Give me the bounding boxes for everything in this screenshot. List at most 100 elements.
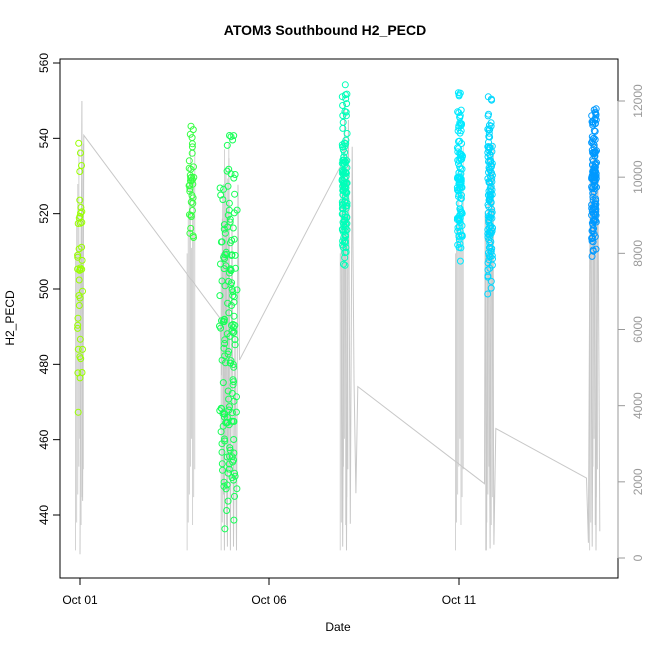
data-point — [74, 324, 82, 332]
data-point — [588, 252, 596, 260]
y-tick-label: 540 — [37, 128, 51, 148]
data-point — [484, 209, 492, 217]
data-point — [590, 141, 598, 149]
data-point — [78, 243, 86, 251]
data-point — [588, 112, 596, 120]
data-point — [343, 199, 351, 207]
x-tick-label: Oct 06 — [251, 593, 287, 607]
data-point — [74, 251, 82, 259]
data-point — [589, 193, 597, 201]
data-point — [485, 121, 493, 129]
data-point — [76, 353, 84, 361]
data-point — [231, 336, 239, 343]
data-point — [458, 152, 466, 160]
data-point — [340, 260, 347, 268]
data-point — [233, 286, 241, 294]
data-point — [484, 290, 492, 298]
data-point — [225, 348, 233, 355]
data-point — [486, 227, 494, 235]
data-point — [338, 210, 346, 218]
data-point — [588, 133, 596, 141]
data-point — [589, 149, 597, 157]
data-point — [217, 324, 225, 332]
data-point — [341, 261, 349, 269]
data-point — [232, 408, 240, 416]
x-tick-label: Oct 11 — [442, 593, 477, 607]
data-point — [342, 196, 350, 204]
data-point — [230, 328, 238, 336]
chart-title: ATOM3 Southbound H2_PECD — [224, 22, 426, 38]
data-point — [454, 127, 462, 135]
data-point — [223, 419, 231, 427]
data-point — [74, 345, 82, 353]
data-point — [343, 90, 351, 98]
data-point — [222, 485, 230, 493]
data-point — [342, 248, 350, 256]
data-point — [189, 126, 197, 134]
data-point — [225, 206, 233, 214]
data-point — [225, 199, 233, 207]
data-point — [187, 211, 195, 219]
data-point — [76, 196, 84, 204]
data-point — [231, 492, 238, 500]
data-point — [217, 428, 225, 436]
data-point — [189, 194, 197, 202]
data-point — [588, 237, 596, 245]
data-point — [230, 174, 238, 182]
data-point — [75, 139, 83, 147]
data-point — [78, 208, 86, 216]
data-point — [233, 485, 241, 493]
data-point — [230, 312, 238, 320]
data-point — [457, 210, 465, 218]
data-point — [342, 169, 350, 176]
data-point — [221, 336, 229, 344]
y-axis-label: H2_PECD — [3, 290, 17, 346]
y-tick-label: 480 — [37, 354, 51, 374]
data-point — [341, 238, 348, 246]
data-point — [218, 460, 226, 468]
data-point — [79, 345, 86, 353]
data-point — [223, 413, 231, 421]
data-point — [74, 314, 82, 322]
data-point — [589, 161, 596, 169]
y2-tick-label: 2000 — [631, 468, 645, 495]
data-point — [342, 95, 350, 103]
data-point — [589, 238, 597, 246]
data-point — [217, 238, 225, 246]
data-point — [458, 120, 465, 128]
data-point — [186, 187, 194, 195]
data-point — [216, 292, 224, 300]
data-point — [226, 444, 234, 452]
data-point — [589, 140, 597, 148]
data-point — [225, 406, 233, 414]
data-point — [592, 110, 600, 118]
data-point — [230, 293, 238, 301]
data-point — [230, 436, 238, 443]
data-point — [216, 184, 224, 192]
data-point — [222, 359, 229, 367]
data-point — [455, 223, 463, 231]
data-point — [218, 405, 226, 413]
y-tick-label: 460 — [37, 429, 51, 449]
data-point — [224, 299, 232, 307]
data-point — [231, 190, 239, 198]
data-point — [591, 211, 599, 219]
data-point — [484, 266, 492, 274]
data-point — [224, 350, 232, 358]
data-point — [589, 233, 597, 241]
data-point — [588, 183, 596, 191]
data-point — [230, 363, 238, 371]
y2-tick-label: 4000 — [631, 392, 645, 419]
data-point — [588, 234, 596, 242]
data-point — [457, 231, 465, 239]
data-point — [342, 136, 350, 144]
data-point — [342, 223, 349, 231]
data-point — [485, 133, 493, 141]
data-point — [593, 159, 600, 167]
data-point — [342, 112, 350, 120]
plot-frame — [59, 58, 619, 579]
data-point — [187, 174, 195, 182]
data-point — [231, 341, 239, 349]
data-point — [188, 207, 196, 214]
data-point — [228, 321, 235, 329]
